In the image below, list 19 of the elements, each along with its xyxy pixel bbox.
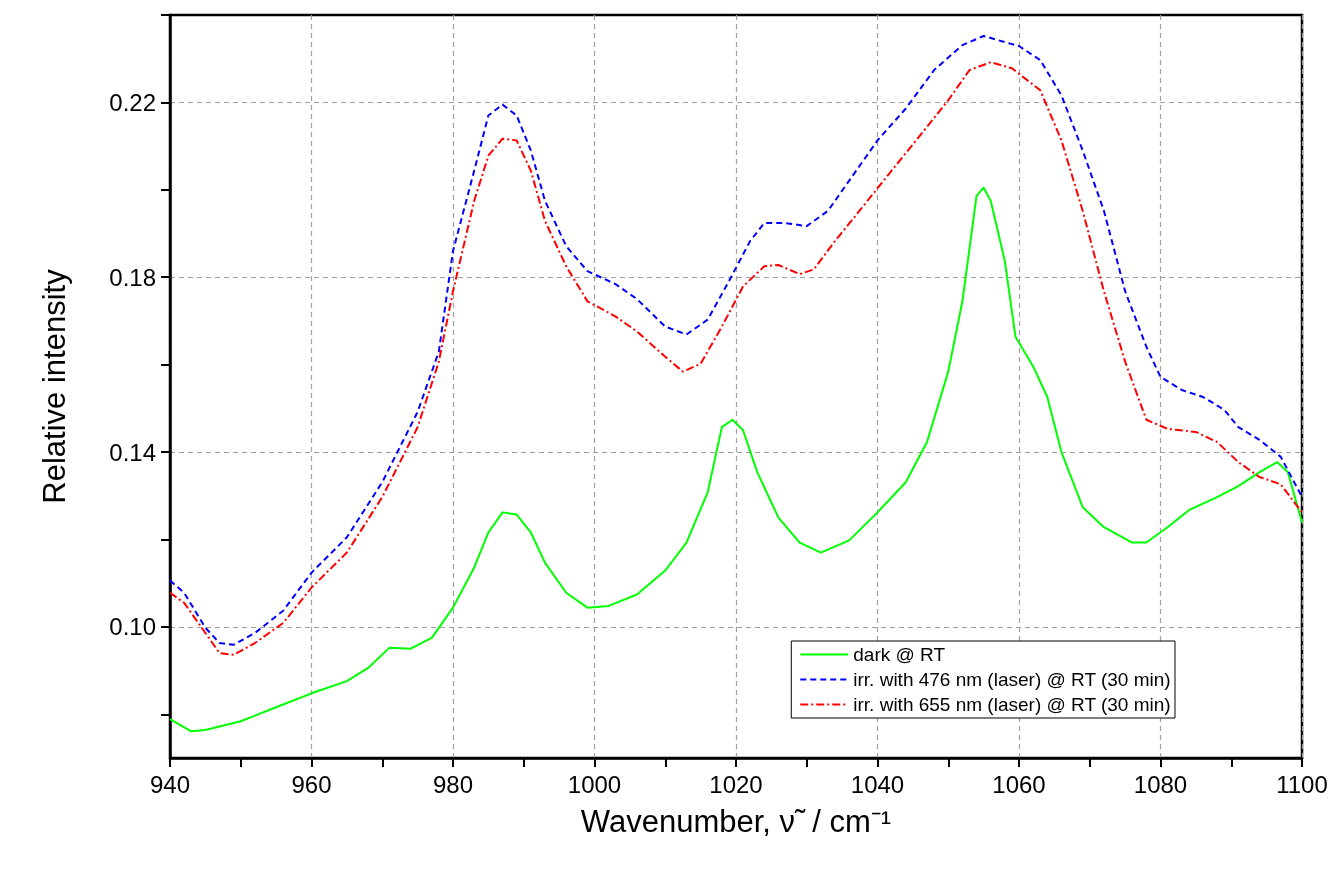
x-tick-label: 960 [291, 770, 332, 798]
text: 0.10 [109, 613, 156, 641]
y-axis-title: Relative intensity [37, 268, 72, 504]
x-tick-label: 1080 [1133, 770, 1188, 798]
x-tick-label: 1060 [992, 770, 1046, 798]
line-series [169, 186, 1303, 733]
x-tick-label: 1020 [709, 770, 763, 798]
x-tick-label: 980 [432, 770, 474, 798]
x-axis-title: Wavenumber, ν̃ / cm⁻¹ [580, 804, 892, 839]
x-tick-label: 1000 [567, 770, 622, 798]
legend-label: dark @ RT [853, 644, 946, 665]
x-tick-label: 940 [149, 770, 191, 798]
x-tick-label: 1040 [850, 770, 905, 798]
y-tick-label: 0.22 [109, 88, 156, 116]
legend-label: irr. with 655 nm (laser) @ RT (30 min) [853, 694, 1171, 715]
legend-label: irr. with 476 nm (laser) @ RT (30 min) [853, 669, 1171, 690]
y-tick-label: 0.18 [109, 263, 156, 291]
y-tick-label: 0.14 [109, 438, 156, 466]
x-tick-label: 1100 [1276, 770, 1328, 798]
